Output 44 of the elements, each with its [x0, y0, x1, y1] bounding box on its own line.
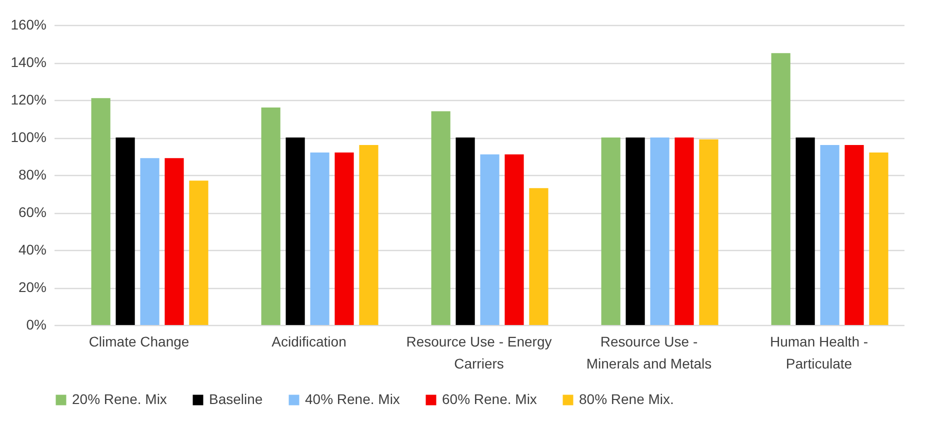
bar [771, 53, 790, 325]
x-tick-label: Resource Use - Minerals and Metals [586, 334, 712, 372]
bar [796, 138, 815, 325]
bar [359, 145, 378, 325]
legend-label: 60% Rene. Mix [442, 391, 537, 407]
bar [140, 158, 160, 325]
x-tick-label: Human Health - Particulate [770, 334, 868, 372]
x-tick-label: Resource Use - Energy Carriers [406, 334, 552, 372]
bar [189, 180, 208, 325]
y-tick-label: 60% [18, 204, 46, 220]
bar [334, 152, 354, 325]
bar [529, 188, 548, 325]
x-tick-label: Climate Change [88, 334, 190, 350]
y-tick-label: 40% [18, 242, 46, 258]
legend-label: 80% Rene Mix. [579, 391, 674, 407]
bar [456, 138, 475, 325]
y-tick-label: 140% [10, 54, 46, 70]
y-tick-label: 120% [10, 92, 46, 108]
y-tick-label: 0% [26, 316, 46, 332]
y-tick-label: 160% [10, 16, 46, 32]
legend-label: 40% Rene. Mix [305, 391, 400, 407]
bar [164, 158, 184, 325]
bar [844, 145, 864, 325]
y-tick-label: 100% [10, 129, 46, 145]
bar [261, 108, 280, 325]
legend-label: 20% Rene. Mix [72, 391, 167, 407]
bar [820, 145, 840, 325]
x-tick-label: Acidification [272, 334, 346, 350]
bar [310, 152, 330, 325]
bar [869, 152, 888, 325]
y-tick-label: 20% [18, 279, 46, 295]
y-tick-label: 80% [18, 166, 46, 182]
bar [504, 154, 524, 325]
bar [286, 138, 305, 325]
bar [431, 111, 450, 325]
bar [116, 138, 135, 325]
bar [699, 139, 718, 325]
bar [650, 138, 670, 325]
bar [674, 138, 694, 325]
bar [601, 138, 620, 325]
bar [626, 138, 645, 325]
bar [480, 154, 500, 325]
bar [91, 98, 110, 325]
legend-label: Baseline [209, 391, 263, 407]
